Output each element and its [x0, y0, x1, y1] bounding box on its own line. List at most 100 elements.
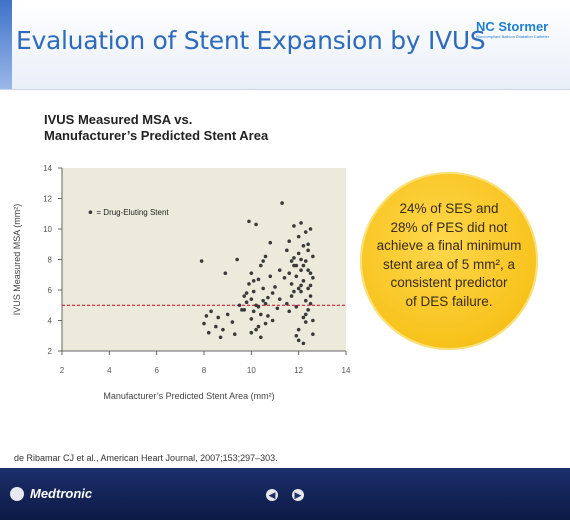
data-point [254, 303, 258, 308]
data-point [256, 277, 261, 282]
x-tick-label: 2 [60, 366, 65, 375]
legend-label: = Drug-Eluting Stent [96, 208, 169, 217]
y-tick-label: 10 [43, 225, 52, 234]
header-divider [0, 89, 570, 90]
y-tick-label: 2 [48, 347, 53, 356]
data-point [242, 294, 247, 298]
header-accent-bar [0, 0, 12, 90]
data-point [232, 332, 237, 337]
data-point [259, 312, 263, 317]
data-point [268, 274, 273, 279]
data-point [259, 335, 263, 340]
data-point [311, 254, 315, 259]
y-tick-label: 12 [43, 195, 52, 204]
data-point [266, 295, 270, 300]
data-point [261, 298, 265, 303]
callout-line: consistent predictor [390, 275, 508, 290]
x-tick-label: 14 [342, 366, 351, 375]
data-point [237, 303, 242, 308]
data-point [306, 268, 310, 272]
data-point [202, 321, 206, 326]
x-tick-label: 8 [202, 366, 207, 375]
data-point [299, 268, 303, 272]
data-point [251, 279, 256, 283]
data-point [299, 283, 303, 288]
data-point [285, 248, 289, 253]
callout-circle: 24% of SES and 28% of PES did not achiev… [360, 172, 538, 350]
data-point [268, 240, 273, 245]
scatter-chart: 2 4 6 8 10 12 14 2 4 6 8 10 12 14 = Drug-Eluting Stent… [12, 164, 351, 401]
data-point [303, 312, 308, 317]
data-point [301, 315, 306, 320]
data-point [311, 276, 315, 280]
x-tick-label: 4 [107, 366, 112, 375]
data-point [223, 271, 228, 276]
data-point [292, 256, 296, 260]
data-point [289, 294, 294, 298]
medtronic-logo-icon [10, 487, 24, 501]
data-point [259, 263, 263, 268]
data-point [308, 301, 313, 306]
data-point [299, 221, 303, 225]
data-point [249, 330, 254, 335]
data-point [218, 335, 223, 340]
data-point [270, 291, 275, 295]
y-tick-label: 6 [48, 286, 53, 295]
data-point [289, 259, 294, 263]
footer-bar: Medtronic [0, 468, 570, 520]
callout-line: achieve a final minimum [376, 238, 522, 253]
data-point [216, 315, 220, 320]
data-point [306, 308, 310, 312]
x-axis-label: Manufacturer’s Predicted Stent Area (mm²… [103, 391, 274, 401]
data-point [263, 321, 268, 326]
data-point [296, 327, 301, 332]
y-tick-label: 4 [48, 317, 53, 326]
data-point [230, 320, 235, 324]
data-point [204, 314, 209, 318]
data-point [296, 234, 301, 239]
brand-name: NC Stormer [476, 19, 549, 34]
x-tick-label: 10 [247, 366, 256, 375]
data-point [242, 308, 247, 312]
data-point [225, 312, 230, 317]
callout-line: 28% of PES did not [390, 219, 508, 235]
data-point [294, 274, 299, 279]
data-point [287, 271, 292, 276]
data-point [249, 271, 254, 276]
data-point [247, 219, 251, 224]
data-point [263, 301, 268, 306]
data-point [249, 317, 254, 321]
data-point [221, 327, 225, 332]
data-point [296, 251, 301, 256]
chevron-left-icon[interactable]: ◀ [266, 489, 278, 501]
data-point [277, 268, 282, 272]
data-point [287, 239, 292, 243]
data-point [285, 301, 289, 306]
slide-title: Evaluation of Stent Expansion by IVUS [16, 26, 486, 55]
data-point [306, 242, 310, 247]
brand-subtitle: Noncompliant Balloon Dilatation Catheter [476, 34, 550, 39]
plot-area [62, 168, 346, 351]
data-point [299, 289, 303, 294]
data-point [301, 279, 306, 283]
data-point [294, 304, 299, 309]
data-point [311, 318, 315, 323]
y-tick-label: 14 [43, 164, 52, 173]
data-point [301, 243, 306, 248]
data-point [308, 283, 313, 288]
slide-header: Evaluation of Stent Expansion by IVUS NC… [0, 0, 570, 90]
data-point [301, 263, 306, 268]
data-point [235, 257, 239, 262]
callout-text: 24% of SES and 28% of PES did not achiev… [360, 200, 538, 311]
data-point [303, 259, 308, 263]
data-point [308, 227, 313, 231]
x-tick-label: 12 [294, 366, 303, 375]
chart-title-line-2: Manufacturer’s Predicted Stent Area [44, 128, 269, 143]
chevron-right-icon[interactable]: ▶ [292, 489, 304, 501]
data-point [275, 306, 280, 311]
data-point [308, 294, 313, 298]
data-point [303, 230, 308, 234]
callout-line: stent area of 5 mm², a [382, 256, 516, 272]
data-point [296, 338, 301, 343]
data-point [256, 324, 261, 329]
